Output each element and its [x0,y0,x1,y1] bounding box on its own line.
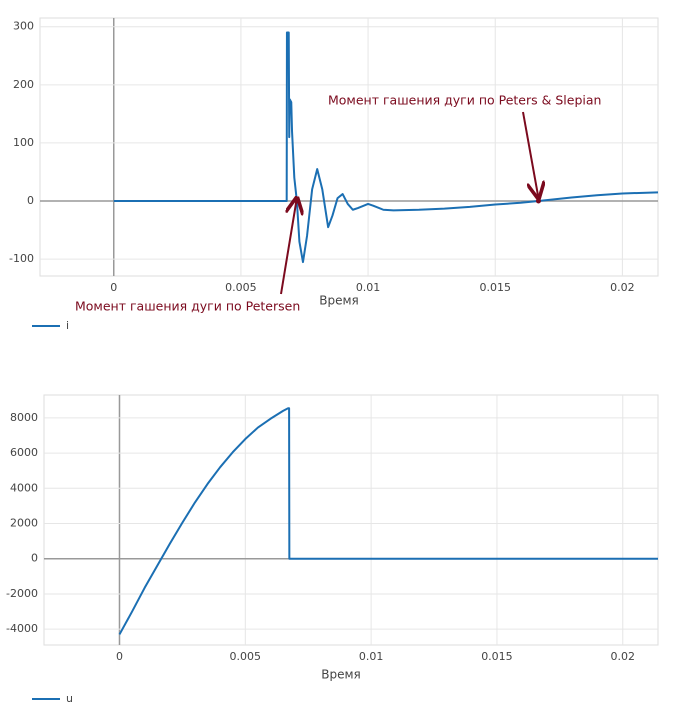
plot-frame [43,394,659,646]
data-line [113,31,659,264]
y-tick-label: 8000 [10,411,38,424]
annotation-arrow [522,111,538,198]
x-tick-label: 0.02 [610,281,635,294]
y-tick-label: 4000 [10,481,38,494]
y-tick-label: 2000 [10,517,38,530]
x-axis-label: Время [321,668,361,682]
y-tick-label: 0 [27,194,34,207]
y-tick-label: 6000 [10,446,38,459]
y-tick-label: -100 [9,252,34,265]
annotation-text: Момент гашения дуги по Petersen [75,299,300,314]
x-tick-label: 0.015 [481,650,513,663]
x-axis-label: Время [319,294,359,308]
annotation-point [535,198,541,204]
y-tick-label: 200 [13,78,34,91]
x-tick-label: 0 [110,281,117,294]
plot-frame [39,17,659,277]
annotation-point [294,198,300,204]
y-tick-label: -4000 [6,622,38,635]
legend-label: i [66,319,69,332]
y-tick-label: 300 [13,20,34,33]
x-tick-label: 0.005 [225,281,257,294]
annotation-text: Момент гашения дуги по Peters & Slepian [328,93,601,108]
x-tick-label: 0 [116,650,123,663]
y-tick-label: 100 [13,136,34,149]
y-tick-label: -2000 [6,587,38,600]
x-tick-label: 0.01 [356,281,381,294]
data-line [118,407,658,635]
annotation-arrow [280,198,297,295]
legend-label: u [66,692,73,705]
x-tick-label: 0.005 [230,650,262,663]
y-tick-label: 0 [31,552,38,565]
x-tick-label: 0.02 [611,650,636,663]
x-tick-label: 0.01 [359,650,384,663]
x-tick-label: 0.015 [479,281,511,294]
